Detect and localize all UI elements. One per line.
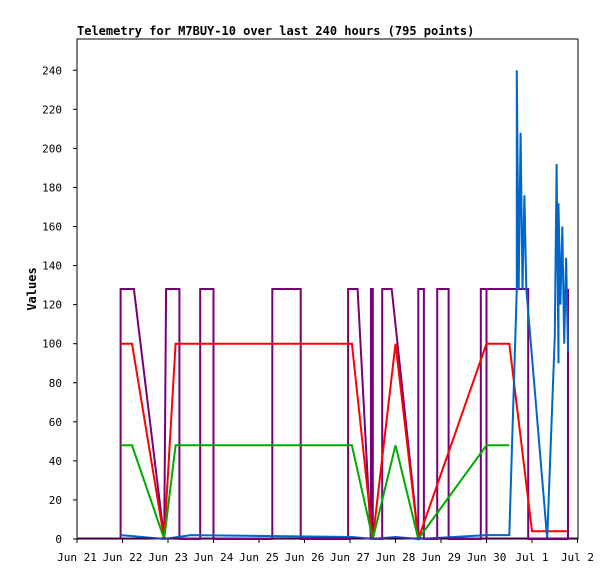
x-tick-label: Jun 22 bbox=[103, 551, 143, 564]
y-axis: 0 20 40 60 80 100 120 140 160 180 200 220 240 bbox=[42, 64, 77, 546]
series-line-2 bbox=[120, 444, 510, 542]
y-tick-label: 200 bbox=[42, 142, 62, 155]
x-axis: Jun 21 Jun 22 Jun 23 Jun 24 Jun 25 Jun 26 Jun … bbox=[57, 539, 594, 564]
x-tick-label: Jun 26 bbox=[285, 551, 325, 564]
y-tick-label: 160 bbox=[42, 221, 62, 234]
series-line-3 bbox=[120, 70, 569, 541]
y-tick-label: 100 bbox=[42, 338, 62, 351]
x-tick-label: Jun 30 bbox=[467, 551, 507, 564]
x-tick-label: Jun 28 bbox=[376, 551, 416, 564]
y-tick-label: 80 bbox=[49, 377, 62, 390]
y-axis-label: Values bbox=[25, 267, 39, 310]
y-tick-label: 220 bbox=[42, 103, 62, 116]
y-tick-label: 240 bbox=[42, 64, 62, 77]
x-tick-label: Jul 2 bbox=[561, 551, 594, 564]
series-line-0 bbox=[119, 288, 569, 540]
x-tick-label: Jun 21 bbox=[57, 551, 97, 564]
chart-title: Telemetry for M7BUY-10 over last 240 hou… bbox=[77, 24, 474, 38]
x-tick-label: Jun 24 bbox=[194, 551, 234, 564]
y-tick-label: 60 bbox=[49, 416, 62, 429]
x-tick-label: Jun 25 bbox=[239, 551, 279, 564]
y-tick-label: 20 bbox=[49, 494, 62, 507]
y-tick-label: 0 bbox=[55, 533, 62, 546]
x-tick-label: Jun 29 bbox=[421, 551, 461, 564]
y-tick-label: 40 bbox=[49, 455, 62, 468]
y-tick-label: 120 bbox=[42, 299, 62, 312]
series-layer bbox=[77, 70, 578, 542]
x-tick-label: Jul 1 bbox=[515, 551, 548, 564]
x-tick-label: Jun 23 bbox=[148, 551, 188, 564]
y-tick-label: 180 bbox=[42, 181, 62, 194]
x-tick-label: Jun 27 bbox=[330, 551, 370, 564]
y-tick-label: 140 bbox=[42, 260, 62, 273]
